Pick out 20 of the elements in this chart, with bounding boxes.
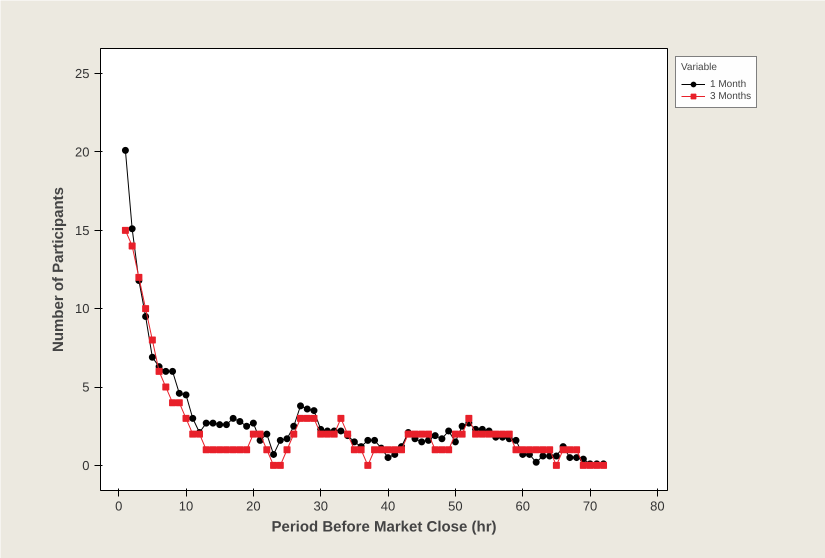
- x-tick-label: 0: [115, 498, 122, 514]
- y-axis-title: Number of Participants: [50, 186, 68, 352]
- x-tick-label: 70: [582, 498, 598, 514]
- x-tick-label: 60: [515, 498, 530, 514]
- x-tick-label: 30: [313, 498, 328, 514]
- x-tick-label: 20: [246, 498, 261, 514]
- x-tick-label: 50: [448, 498, 463, 514]
- y-tick-label: 10: [75, 301, 90, 316]
- legend-label: 1 Month: [710, 78, 746, 90]
- legend-label: 3 Months: [710, 90, 752, 102]
- x-tick-label: 10: [178, 498, 194, 514]
- legend-title: Variable: [681, 62, 718, 73]
- y-tick-label: 15: [75, 222, 90, 238]
- x-tick-label: 40: [380, 498, 396, 514]
- y-tick-label: 20: [75, 144, 90, 160]
- y-tick-label: 5: [82, 380, 90, 395]
- x-tick-label: 80: [650, 498, 665, 514]
- y-tick-label: 25: [75, 66, 90, 82]
- y-tick-label: 0: [82, 458, 90, 473]
- x-axis-title: Period Before Market Close (hr): [271, 518, 497, 536]
